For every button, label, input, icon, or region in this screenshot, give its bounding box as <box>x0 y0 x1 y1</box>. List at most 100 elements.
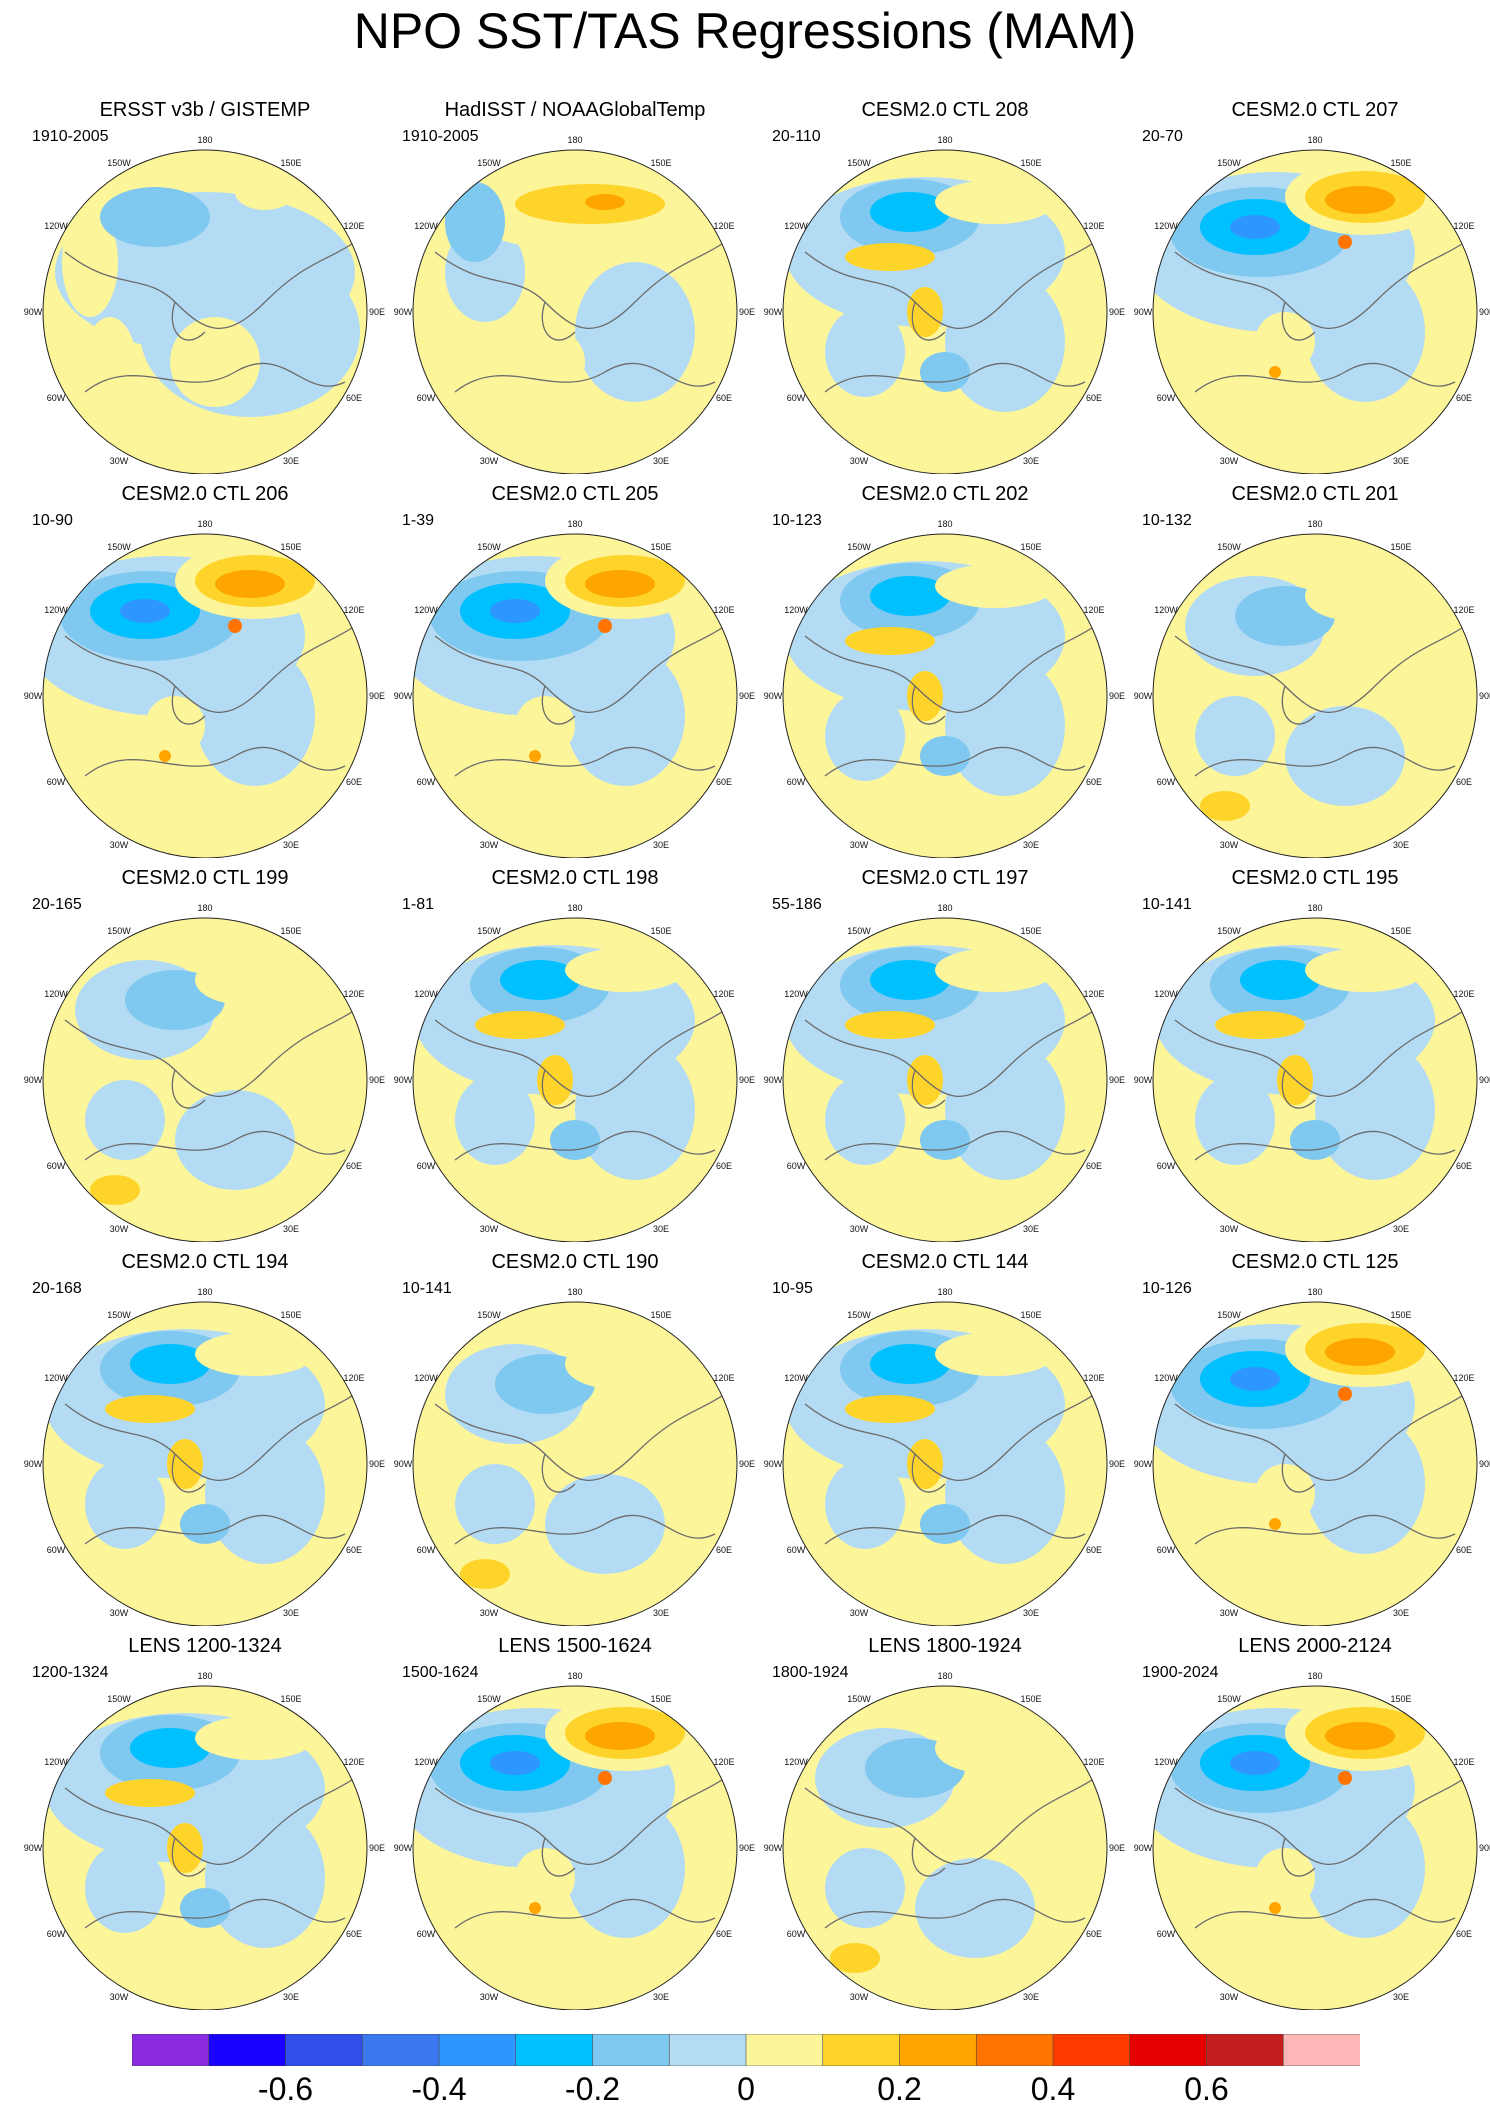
longitude-label: 90W <box>394 1843 413 1853</box>
longitude-label: 150E <box>1390 1310 1411 1320</box>
longitude-label: 90W <box>1134 1459 1153 1469</box>
longitude-label: 60W <box>787 1929 806 1939</box>
longitude-label: 180 <box>567 135 582 145</box>
longitude-label: 120E <box>713 605 734 615</box>
longitude-label: 120E <box>713 989 734 999</box>
longitude-label: 180 <box>1307 135 1322 145</box>
polar-map: 180150E120E90E60E30E030W60W90W120W150W <box>1134 1287 1490 1626</box>
polar-map: 180150E120E90E60E30E030W60W90W120W150W <box>24 135 385 474</box>
longitude-label: 150E <box>280 542 301 552</box>
longitude-label: 120E <box>1083 989 1104 999</box>
longitude-label: 150W <box>477 926 501 936</box>
longitude-label: 30E <box>283 1608 299 1618</box>
map-panel: 180150E120E90E60E30E030W60W90W120W150WCE… <box>20 474 390 858</box>
panel-year-range: 1-81 <box>402 896 435 913</box>
panel-title: CESM2.0 CTL 201 <box>1231 483 1399 505</box>
longitude-label: 150E <box>1390 158 1411 168</box>
longitude-label: 30W <box>1220 1992 1239 2002</box>
longitude-label: 30W <box>850 1992 869 2002</box>
polar-map: 180150E120E90E60E30E030W60W90W120W150W <box>1134 1671 1490 2010</box>
longitude-label: 30W <box>110 1608 129 1618</box>
longitude-label: 90E <box>1479 307 1490 317</box>
panel-title: ERSST v3b / GISTEMP <box>99 99 311 121</box>
longitude-label: 90W <box>394 1075 413 1085</box>
panel-title: CESM2.0 CTL 125 <box>1231 1251 1399 1273</box>
panel-title: CESM2.0 CTL 206 <box>121 483 289 505</box>
longitude-label: 30E <box>653 456 669 466</box>
longitude-label: 150E <box>650 926 671 936</box>
longitude-label: 150E <box>1020 542 1041 552</box>
longitude-label: 60E <box>1456 1161 1472 1171</box>
longitude-label: 60E <box>1086 1161 1102 1171</box>
longitude-label: 60E <box>346 393 362 403</box>
map-panel: 180150E120E90E60E30E030W60W90W120W150WCE… <box>760 474 1130 858</box>
longitude-label: 150E <box>280 158 301 168</box>
panel-year-range: 10-123 <box>772 512 822 529</box>
longitude-label: 120E <box>343 1757 364 1767</box>
colorbar-swatch <box>208 2034 287 2066</box>
longitude-label: 30E <box>1023 456 1039 466</box>
longitude-label: 90W <box>24 1843 43 1853</box>
longitude-label: 30W <box>850 456 869 466</box>
colorbar-swatch <box>899 2034 978 2066</box>
polar-map: 180150E120E90E60E30E030W60W90W120W150W <box>394 1287 755 1626</box>
longitude-label: 120E <box>343 221 364 231</box>
longitude-label: 120E <box>343 989 364 999</box>
longitude-label: 60E <box>716 777 732 787</box>
colorbar-swatch <box>592 2034 671 2066</box>
panel-year-range: 1-39 <box>402 512 435 529</box>
longitude-label: 120E <box>1453 1373 1474 1383</box>
panel-year-range: 20-168 <box>32 1280 82 1297</box>
longitude-label: 150E <box>1020 926 1041 936</box>
map-panel: 180150E120E90E60E30E030W60W90W120W150WCE… <box>1130 474 1490 858</box>
longitude-label: 60W <box>1157 777 1176 787</box>
longitude-label: 90W <box>764 691 783 701</box>
longitude-label: 60W <box>417 1161 436 1171</box>
polar-map: 180150E120E90E60E30E030W60W90W120W150W <box>1134 519 1490 858</box>
longitude-label: 120E <box>1083 221 1104 231</box>
longitude-label: 60E <box>346 1545 362 1555</box>
longitude-label: 120W <box>784 989 808 999</box>
longitude-label: 120W <box>44 1757 68 1767</box>
longitude-label: 120W <box>44 221 68 231</box>
longitude-label: 180 <box>937 1671 952 1681</box>
longitude-label: 120W <box>1154 221 1178 231</box>
map-panel: 180150E120E90E60E30E030W60W90W120W150WCE… <box>20 858 390 1242</box>
longitude-label: 90E <box>1109 1843 1125 1853</box>
longitude-label: 60E <box>1456 777 1472 787</box>
longitude-label: 30W <box>850 1224 869 1234</box>
longitude-label: 30E <box>1023 1608 1039 1618</box>
longitude-label: 90E <box>1479 691 1490 701</box>
longitude-label: 120E <box>1083 605 1104 615</box>
polar-map: 180150E120E90E60E30E030W60W90W120W150W <box>1134 135 1490 474</box>
longitude-label: 120E <box>343 605 364 615</box>
longitude-label: 30W <box>110 1992 129 2002</box>
map-panel: 180150E120E90E60E30E030W60W90W120W150WCE… <box>390 858 760 1242</box>
longitude-label: 90E <box>1479 1843 1490 1853</box>
longitude-label: 30W <box>1220 1224 1239 1234</box>
longitude-label: 30W <box>110 456 129 466</box>
panel-title: HadISST / NOAAGlobalTemp <box>444 99 706 121</box>
longitude-label: 120E <box>713 221 734 231</box>
longitude-label: 30E <box>1393 1224 1409 1234</box>
polar-map: 180150E120E90E60E30E030W60W90W120W150W <box>764 903 1125 1242</box>
panel-year-range: 1500-1624 <box>402 1664 479 1681</box>
longitude-label: 120W <box>414 605 438 615</box>
longitude-label: 120W <box>784 605 808 615</box>
colorbar-swatch <box>822 2034 901 2066</box>
longitude-label: 120E <box>713 1373 734 1383</box>
panel-title: LENS 1200-1324 <box>128 1635 282 1657</box>
panel-year-range: 10-126 <box>1142 1280 1192 1297</box>
longitude-label: 180 <box>1307 1671 1322 1681</box>
polar-map: 180150E120E90E60E30E030W60W90W120W150W <box>394 135 755 474</box>
longitude-label: 60W <box>1157 1929 1176 1939</box>
longitude-label: 60E <box>1086 777 1102 787</box>
longitude-label: 150W <box>1217 1694 1241 1704</box>
longitude-label: 60E <box>1456 1929 1472 1939</box>
longitude-label: 150E <box>650 1310 671 1320</box>
longitude-label: 120W <box>784 1373 808 1383</box>
longitude-label: 120E <box>1453 989 1474 999</box>
longitude-label: 90W <box>764 307 783 317</box>
longitude-label: 90E <box>1109 1459 1125 1469</box>
longitude-label: 150W <box>847 926 871 936</box>
